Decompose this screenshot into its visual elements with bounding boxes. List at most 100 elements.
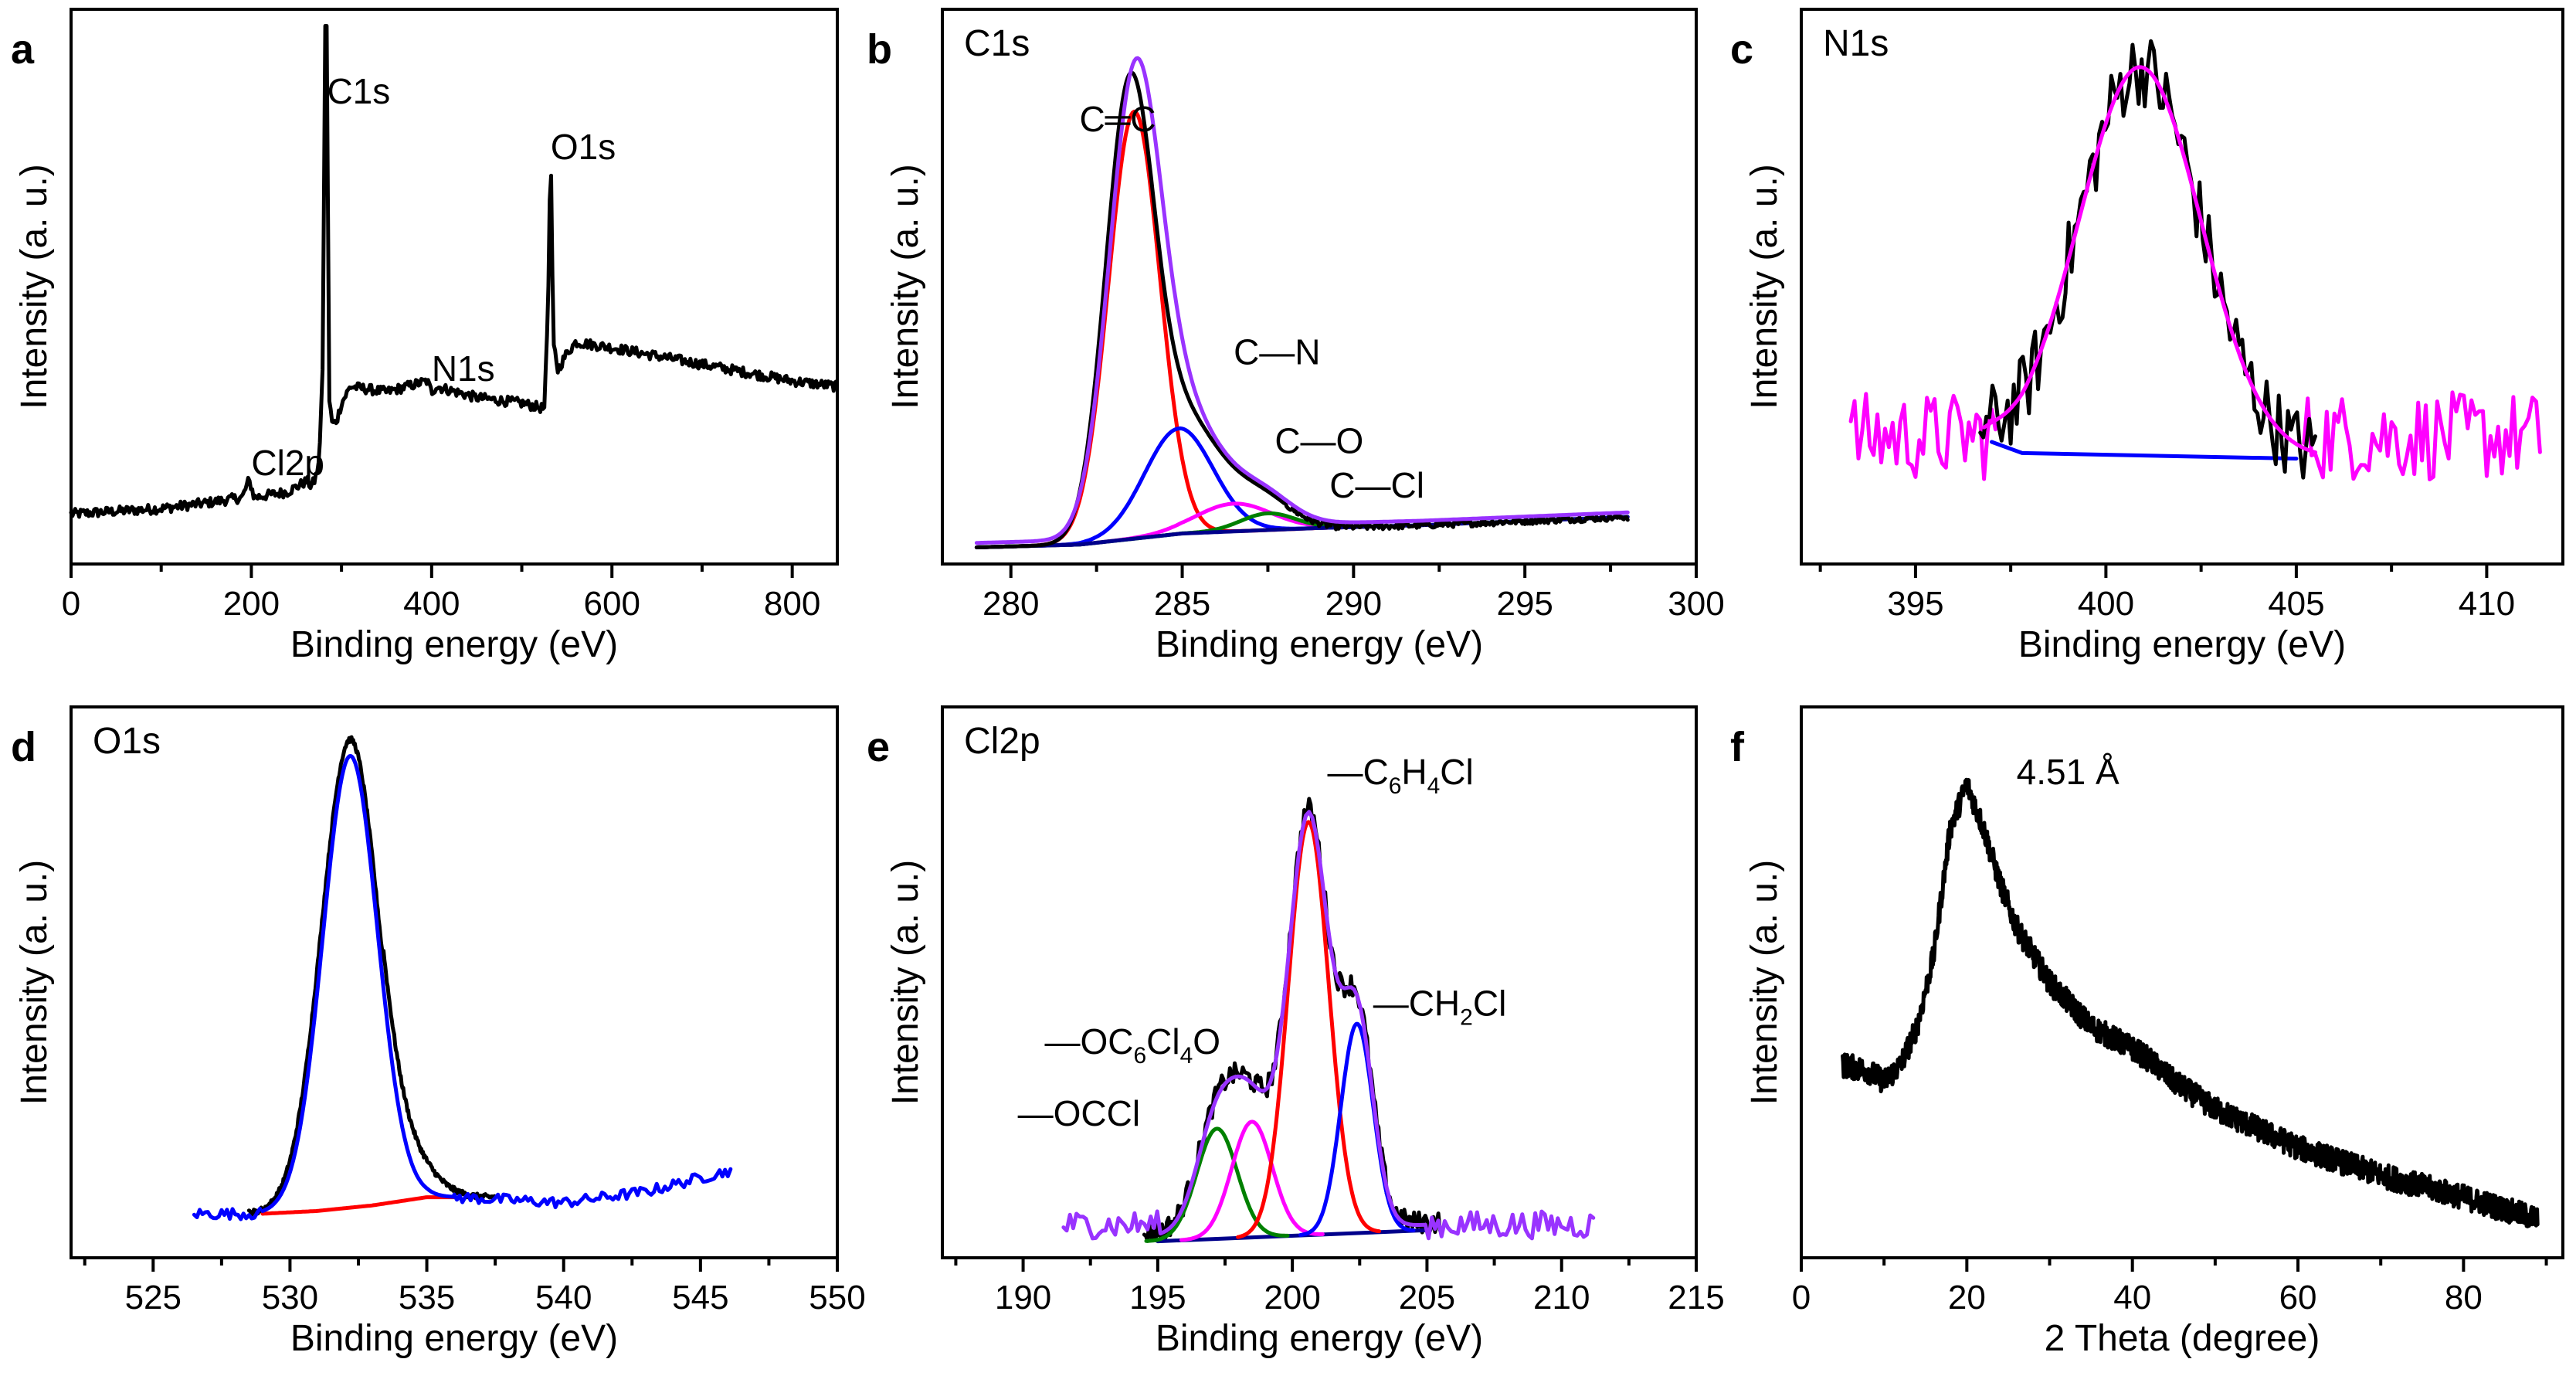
- x-tick-label: 525: [125, 1279, 182, 1317]
- fit-background: [260, 1195, 456, 1216]
- annotation-part: O1s: [551, 127, 616, 167]
- x-tick-label: 210: [1533, 1279, 1590, 1317]
- fit-envelope: [1982, 65, 2318, 454]
- x-tick-label: 800: [764, 585, 820, 623]
- plot-frame: [1800, 8, 2564, 566]
- noise-trace: [2302, 390, 2542, 481]
- series-survey: [69, 24, 839, 519]
- x-tick-label: 200: [1264, 1279, 1320, 1317]
- annotation-label: —OCCl: [1018, 1093, 1140, 1133]
- annotation-part: 4.51 Å: [2017, 752, 2120, 792]
- annotation-label: —CH2Cl: [1373, 983, 1507, 1030]
- y-axis-label: Intensity (a. u.): [14, 860, 55, 1105]
- annotation-label: C—O: [1274, 420, 1363, 460]
- x-tick-label: 60: [2279, 1279, 2317, 1317]
- x-tick-label: 280: [983, 585, 1039, 623]
- panel-letter: f: [1730, 724, 1745, 770]
- y-axis-label: Intensity (a. u.): [14, 164, 55, 409]
- annotation-label: C—Cl: [1329, 465, 1424, 505]
- panel-letter: e: [867, 724, 890, 770]
- plot-frame: [941, 705, 1698, 1259]
- panel-e: e 190 195 200 205 210 215 Binding energy (eV) In…: [867, 705, 1725, 1359]
- x-tick-label: 200: [223, 585, 280, 623]
- annotation-part: C—N: [1234, 332, 1320, 372]
- x-tick-label: 530: [262, 1279, 318, 1317]
- data-tail: [192, 1206, 262, 1221]
- fit-envelope: [974, 56, 1630, 545]
- fit-background: [1156, 1228, 1429, 1244]
- data-tail: [452, 1167, 733, 1210]
- panel-b: b 280 285 290 295 300 Binding energy (eV) Inten…: [867, 8, 1725, 665]
- fit-component: [1298, 1021, 1416, 1237]
- x-axis-label: 2 Theta (degree): [2045, 1318, 2320, 1359]
- x-tick-label: 395: [1887, 585, 1943, 623]
- x-axis-label: Binding energy (eV): [290, 1318, 618, 1359]
- annotation-label: N1s: [432, 348, 495, 389]
- fit-envelope: [260, 754, 456, 1213]
- x-tick-label: 405: [2268, 585, 2324, 623]
- fit-component: [1236, 820, 1382, 1239]
- plot-frame: [70, 8, 839, 566]
- panel-title: Cl2p: [964, 721, 1040, 762]
- y-axis-label: Intensity (a. u.): [885, 860, 926, 1105]
- panel-letter: a: [11, 26, 35, 73]
- annotation-part: C═C: [1079, 99, 1156, 139]
- panel-title: C1s: [964, 23, 1030, 64]
- annotation-label: Cl2p: [251, 443, 324, 483]
- annotation-part: C—Cl: [1329, 465, 1424, 505]
- fit-component: [1179, 1119, 1325, 1242]
- annotation-label: —C6H4Cl: [1327, 752, 1473, 799]
- plot-frame: [941, 8, 1698, 566]
- x-tick-label: 0: [1792, 1279, 1811, 1317]
- x-tick-label: 190: [995, 1279, 1051, 1317]
- x-tick-label: 400: [403, 585, 460, 623]
- noise-trace: [1848, 392, 1997, 481]
- x-tick-label: 80: [2445, 1279, 2483, 1317]
- raw-data: [246, 735, 497, 1218]
- x-tick-label: 410: [2459, 585, 2515, 623]
- panel-title: N1s: [1823, 23, 1889, 64]
- x-axis-label: Binding energy (eV): [1156, 1318, 1483, 1359]
- x-axis-label: Binding energy (eV): [2018, 624, 2346, 665]
- annotation-label: O1s: [551, 127, 616, 167]
- annotation-label: C1s: [327, 71, 390, 111]
- x-tick-label: 600: [584, 585, 640, 623]
- annotation-part: O: [1193, 1021, 1220, 1062]
- annotation-part: Cl: [1146, 1021, 1179, 1062]
- x-axis-label: Binding energy (eV): [1156, 624, 1483, 665]
- series-xrd: [1841, 777, 2540, 1228]
- raw-data: [974, 70, 1630, 549]
- annotation-part: C—O: [1274, 420, 1363, 460]
- x-tick-label: 550: [809, 1279, 865, 1317]
- plot-frame: [1800, 705, 2564, 1259]
- annotation-part: 2: [1460, 1004, 1473, 1030]
- plot-frame: [70, 705, 839, 1259]
- x-tick-label: 195: [1129, 1279, 1186, 1317]
- panel-c: c 395 400 405 410 Binding energy (eV) Intensit…: [1730, 8, 2564, 665]
- x-tick-label: 540: [535, 1279, 592, 1317]
- fit-background: [1990, 440, 2299, 461]
- annotation-part: 4: [1427, 773, 1441, 799]
- panel-title: O1s: [93, 721, 161, 762]
- x-tick-label: 400: [2078, 585, 2134, 623]
- annotation-label: —OC6Cl4O: [1044, 1021, 1220, 1069]
- y-axis-label: Intensity (a. u.): [1744, 860, 1785, 1105]
- x-tick-label: 40: [2113, 1279, 2151, 1317]
- annotation-part: 4: [1180, 1043, 1193, 1069]
- annotation-label: 4.51 Å: [2017, 752, 2120, 792]
- x-tick-label: 215: [1668, 1279, 1724, 1317]
- annotation-part: —CH: [1373, 983, 1460, 1023]
- annotation-part: —OC: [1044, 1021, 1133, 1062]
- x-tick-label: 295: [1496, 585, 1553, 623]
- fit-component: [1144, 1126, 1290, 1243]
- panel-a: a 0 200 400 600 800 Binding energy (eV) Intensi…: [11, 8, 839, 665]
- annotation-part: —C: [1327, 752, 1388, 792]
- annotation-part: 6: [1133, 1043, 1146, 1069]
- x-tick-label: 545: [672, 1279, 728, 1317]
- x-axis-label: Binding energy (eV): [290, 624, 618, 665]
- panel-f: f 0 20 40 60 80 2 Theta (degree) Intensity (a. …: [1730, 705, 2564, 1359]
- y-axis-label: Intensity (a. u.): [1744, 164, 1785, 409]
- x-tick-label: 285: [1154, 585, 1210, 623]
- raw-data: [1978, 39, 2317, 480]
